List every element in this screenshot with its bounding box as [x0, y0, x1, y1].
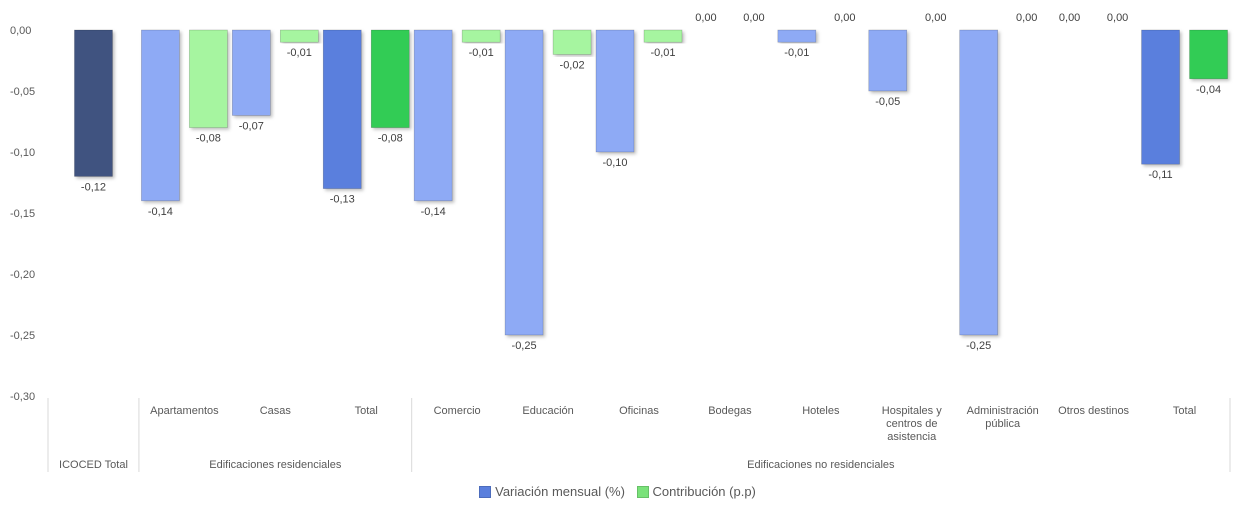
bar-variacion — [414, 30, 452, 201]
bar-variacion — [1142, 30, 1180, 164]
data-label: 0,00 — [1016, 12, 1037, 24]
data-label: 0,00 — [1059, 12, 1080, 24]
data-label: -0,01 — [650, 47, 675, 59]
x-category-label: Bodegas — [708, 405, 752, 417]
y-tick-label: 0,00 — [10, 25, 31, 37]
data-label: -0,14 — [421, 206, 446, 218]
data-label: -0,08 — [196, 133, 221, 145]
data-label: -0,01 — [287, 47, 312, 59]
legend: Variación mensual (%) Contribución (p.p) — [0, 484, 1235, 501]
x-axis: Apartamentos Casas Total Comercio Educación O… — [48, 398, 1230, 472]
group-label: Edificaciones residenciales — [209, 459, 342, 471]
bar-variacion — [960, 30, 998, 335]
data-label: -0,01 — [784, 47, 809, 59]
data-label: -0,25 — [966, 340, 991, 352]
bars — [74, 30, 1227, 335]
group-label: ICOCED Total — [59, 459, 128, 471]
data-label: 0,00 — [925, 12, 946, 24]
y-tick-label: -0,20 — [10, 269, 35, 281]
y-tick-label: -0,25 — [10, 330, 35, 342]
data-label: 0,00 — [695, 12, 716, 24]
data-label: -0,04 — [1196, 84, 1221, 96]
bar-contribucion — [1190, 30, 1228, 79]
bar-contribucion — [553, 30, 591, 54]
data-label: -0,02 — [560, 59, 585, 71]
x-category-label: Educación — [522, 405, 573, 417]
x-category-label: Hoteles — [802, 405, 840, 417]
bar-variacion — [505, 30, 543, 335]
x-category-label: Otros destinos — [1058, 405, 1129, 417]
y-tick-label: -0,15 — [10, 208, 35, 220]
x-category-label: Oficinas — [619, 405, 659, 417]
bar-contribucion — [644, 30, 682, 42]
y-tick-label: -0,30 — [10, 391, 35, 403]
bar-variacion — [141, 30, 179, 201]
x-category-label: Comercio — [434, 405, 481, 417]
data-label: -0,12 — [81, 181, 106, 193]
data-label: -0,01 — [469, 47, 494, 59]
bar-contribucion — [462, 30, 500, 42]
data-label: 0,00 — [834, 12, 855, 24]
bar-variacion — [232, 30, 270, 115]
data-label: -0,05 — [875, 96, 900, 108]
bar-contribucion — [189, 30, 227, 128]
legend-item-contribucion: Contribución (p.p) — [637, 484, 756, 499]
data-label: -0,14 — [148, 206, 173, 218]
bar-variacion — [778, 30, 816, 42]
group-label: Edificaciones no residenciales — [747, 459, 895, 471]
bar-contribucion — [371, 30, 409, 128]
bar-contribucion — [280, 30, 318, 42]
data-label: -0,11 — [1148, 169, 1172, 181]
x-category-label: Apartamentos — [150, 405, 219, 417]
bar-variacion — [596, 30, 634, 152]
data-label: -0,08 — [378, 133, 403, 145]
legend-item-variacion: Variación mensual (%) — [479, 484, 625, 499]
bar-variacion — [869, 30, 907, 91]
legend-swatch-contribucion — [637, 486, 649, 498]
x-category-label: Administración pública — [967, 405, 1039, 430]
x-category-label: Casas — [260, 405, 292, 417]
y-tick-label: -0,10 — [10, 147, 35, 159]
bar-variacion — [323, 30, 361, 189]
x-category-label: Total — [1173, 405, 1196, 417]
legend-label-variacion: Variación mensual (%) — [495, 484, 625, 499]
data-label: -0,07 — [239, 120, 264, 132]
x-category-label: Hospitales y centros de asistencia — [882, 405, 942, 443]
y-axis: 0,00 -0,05 -0,10 -0,15 -0,20 -0,25 -0,30 — [10, 25, 35, 403]
bar-variacion — [74, 30, 112, 176]
x-category-label: Total — [355, 405, 378, 417]
data-label: -0,13 — [330, 194, 355, 206]
y-tick-label: -0,05 — [10, 86, 35, 98]
legend-label-contribucion: Contribución (p.p) — [653, 484, 756, 499]
data-label: -0,10 — [602, 157, 627, 169]
legend-swatch-variacion — [479, 486, 491, 498]
data-label: 0,00 — [743, 12, 764, 24]
bar-chart: 0,00 -0,05 -0,10 -0,15 -0,20 -0,25 -0,30 -0,12… — [0, 0, 1235, 480]
data-label: -0,25 — [512, 340, 537, 352]
data-label: 0,00 — [1107, 12, 1128, 24]
